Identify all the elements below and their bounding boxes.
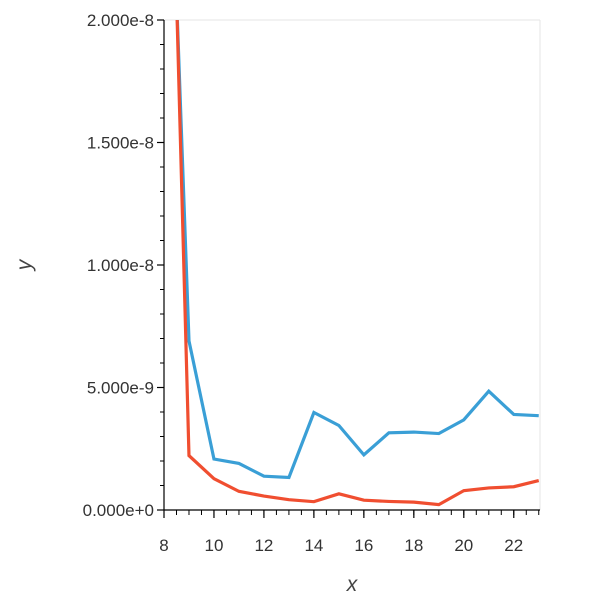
x-tick-label: 22	[504, 536, 523, 555]
x-axis: 8 10 12 14 16 18 20 22	[159, 509, 540, 555]
y-axis: 0.000e+0 5.000e-9 1.000e-8 1.500e-8 2.000e-8	[83, 11, 165, 520]
x-tick-label: 20	[454, 536, 473, 555]
x-tick-label: 18	[404, 536, 423, 555]
series-line-2	[175, 20, 540, 507]
y-tick-label: 1.500e-8	[87, 134, 154, 153]
y-tick-label: 5.000e-9	[87, 379, 154, 398]
x-tick-label: 8	[159, 536, 168, 555]
x-axis-title: x	[346, 573, 359, 596]
series-lines	[175, 20, 540, 507]
y-axis-title: y	[13, 258, 36, 272]
x-tick-label: 14	[304, 536, 323, 555]
x-tick-label: 12	[254, 536, 273, 555]
y-tick-label: 0.000e+0	[83, 501, 154, 520]
plot-frame	[164, 19, 541, 510]
y-tick-label: 2.000e-8	[87, 11, 154, 30]
y-tick-label: 1.000e-8	[87, 256, 154, 275]
series-line-1	[175, 20, 539, 480]
x-tick-label: 10	[205, 536, 224, 555]
x-tick-label: 16	[354, 536, 373, 555]
